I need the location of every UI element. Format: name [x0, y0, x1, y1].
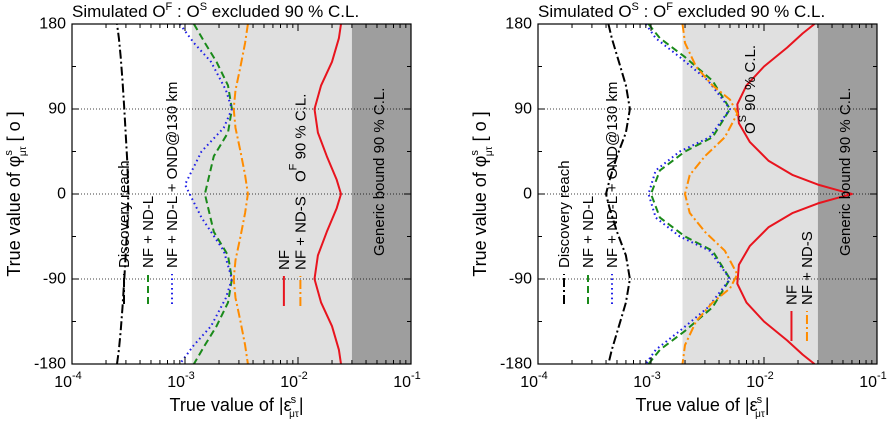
x-axis-label: True value of |εs μτ|	[636, 394, 770, 420]
y-tick-label: 0	[523, 186, 532, 203]
series-nf-nd-s	[681, 24, 739, 364]
series-nf-nd-l-ond-130-km	[644, 24, 731, 364]
x-tick-label: 10-2	[746, 370, 774, 391]
y-axis-label: True value of φs μτ [ o ]	[3, 111, 29, 276]
y-tick-label: 180	[505, 16, 532, 33]
series-discovery-reach	[116, 24, 130, 364]
series-nf	[313, 24, 342, 364]
region-light	[191, 24, 352, 364]
chart-title: Simulated OF : OS excluded 90 % C.L.	[72, 1, 359, 21]
x-axis-label: True value of |εs μτ|	[170, 394, 304, 420]
chart-panel-1: 10-4 10-3 10-2 10-1 180 90 0 -90 -180 Simulated O…	[3, 1, 421, 420]
y-tick-label: -180	[500, 356, 532, 373]
x-tick-label: 10-3	[633, 370, 661, 391]
legend-label: NF + ND-S	[798, 231, 815, 305]
curves	[605, 24, 853, 364]
oscillation-cl-label: OF 90 % C.L.	[287, 94, 309, 182]
legend-label: Discovery reach	[556, 160, 573, 268]
x-tick-label: 10-2	[280, 370, 308, 391]
y-tick-label: -90	[509, 271, 532, 288]
legend-label: NF + ND-S	[292, 196, 309, 270]
legend-label: NF + ND-L + OND@130 km	[164, 82, 181, 268]
x-tick-label: 10-3	[167, 370, 195, 391]
oscillation-cl-label: OS 90 % C.L.	[737, 45, 759, 134]
chart-panel-2: 10-4 10-3 10-2 10-1 180 90 0 -90 -180 Simulated O…	[469, 1, 887, 420]
y-tick-label: 180	[39, 16, 66, 33]
chart-title: Simulated OS : OF excluded 90 % C.L.	[538, 1, 825, 21]
generic-bound-label: Generic bound 90 % C.L.	[837, 88, 854, 256]
curves	[116, 24, 342, 364]
x-tick-label: 10-4	[54, 370, 82, 391]
y-tick-label: 90	[48, 101, 66, 118]
legend-label: NF + ND-L	[140, 196, 157, 268]
legend-label: Discovery reach	[116, 160, 133, 268]
y-tick-label: 0	[57, 186, 66, 203]
generic-bound-label: Generic bound 90 % C.L.	[371, 88, 388, 256]
legend-label: NF + ND-L	[580, 196, 597, 268]
y-axis-label: True value of φs μτ [ o ]	[469, 111, 495, 276]
series-nf-nd-s	[232, 24, 249, 364]
legend-label: NF + ND-L + OND@130 km	[604, 82, 621, 268]
y-tick-label: -90	[43, 271, 66, 288]
legend-label: NF	[783, 285, 800, 305]
x-tick-label: 10-4	[520, 370, 548, 391]
series-discovery-reach	[605, 24, 631, 364]
series-nf	[736, 24, 853, 364]
y-tick-label: 90	[514, 101, 532, 118]
x-tick-label: 10-1	[393, 370, 421, 391]
y-tick-label: -180	[34, 356, 66, 373]
legend-label: NF	[275, 250, 292, 270]
x-tick-label: 10-1	[859, 370, 887, 391]
